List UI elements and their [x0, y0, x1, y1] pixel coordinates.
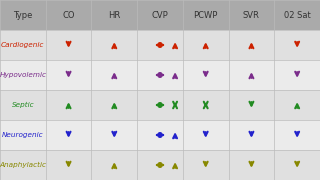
Text: SVR: SVR — [243, 10, 260, 19]
Text: PCWP: PCWP — [194, 10, 218, 19]
Text: Hypovolemic: Hypovolemic — [0, 72, 46, 78]
Bar — [0, 90, 320, 120]
Text: CO: CO — [62, 10, 75, 19]
Bar — [0, 120, 320, 150]
Bar — [0, 0, 320, 30]
Text: Septic: Septic — [12, 102, 34, 108]
Text: Anaphylactic: Anaphylactic — [0, 162, 46, 168]
Text: Type: Type — [13, 10, 33, 19]
Text: Cardiogenic: Cardiogenic — [1, 42, 44, 48]
Text: HR: HR — [108, 10, 120, 19]
Text: CVP: CVP — [152, 10, 168, 19]
Bar — [0, 60, 320, 90]
Text: Neurogenic: Neurogenic — [2, 132, 44, 138]
Bar — [0, 150, 320, 180]
Text: 02 Sat: 02 Sat — [284, 10, 310, 19]
Bar — [0, 30, 320, 60]
